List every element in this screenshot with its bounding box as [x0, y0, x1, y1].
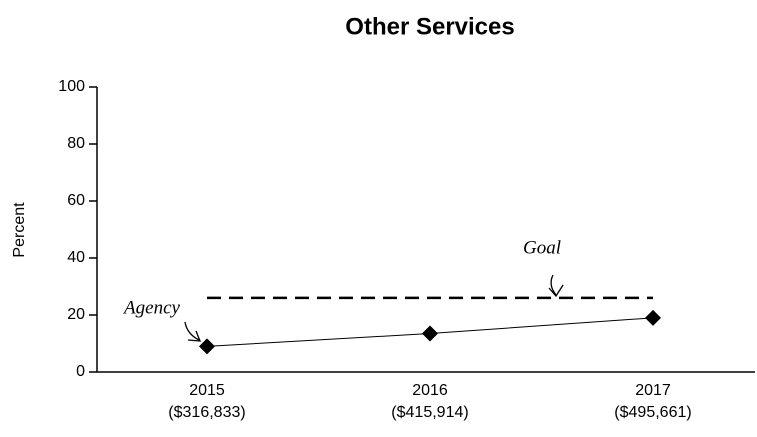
y-tick-label: 20 — [67, 306, 85, 323]
annotation: Goal — [523, 237, 561, 258]
x-tick-sublabel: ($495,661) — [614, 404, 691, 421]
x-tick-sublabel: ($415,914) — [391, 404, 468, 421]
y-tick-label: 40 — [67, 249, 85, 266]
y-tick-label: 80 — [67, 135, 85, 152]
data-point — [422, 325, 438, 342]
y-tick-label: 100 — [58, 78, 85, 95]
goal-arrow — [550, 274, 557, 296]
data-point — [645, 309, 661, 326]
chart-title: Other Services — [345, 13, 514, 40]
agency-arrow — [184, 321, 200, 341]
agency-arrowhead — [187, 330, 201, 342]
data-point — [199, 338, 215, 355]
x-tick-sublabel: ($316,833) — [168, 404, 245, 421]
x-tick-label: 2015 — [189, 382, 225, 399]
x-tick-label: 2016 — [412, 382, 448, 399]
annotation: Agency — [122, 297, 180, 318]
y-axis-label: Percent — [11, 202, 28, 258]
x-tick-label: 2017 — [635, 382, 671, 399]
goal-arrowhead — [548, 284, 564, 298]
y-tick-label: 60 — [67, 192, 85, 209]
y-tick-label: 0 — [76, 363, 85, 380]
